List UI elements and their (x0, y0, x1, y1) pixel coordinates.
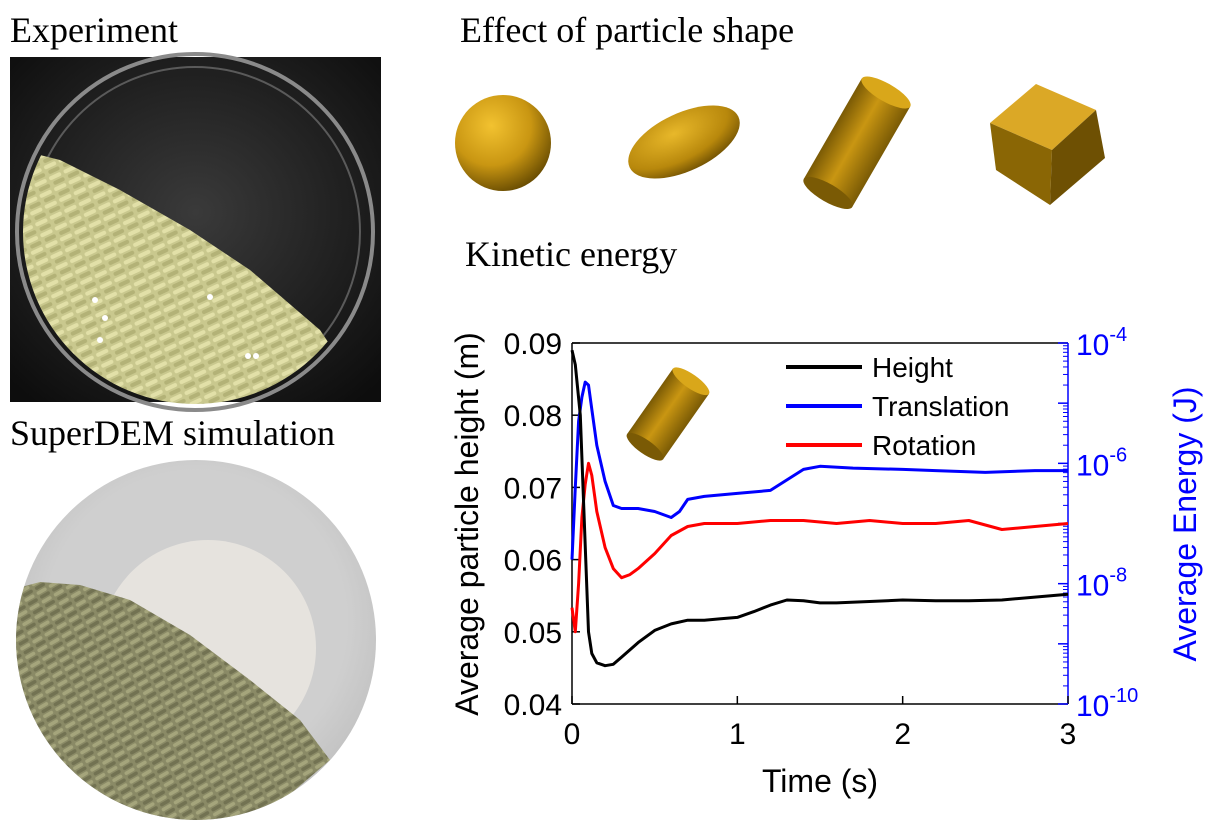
y-right-tick-exp: -10 (1109, 685, 1138, 707)
simulation-title: SuperDEM simulation (10, 413, 335, 453)
legend-height-label: Height (872, 352, 953, 383)
sphere-shape (455, 95, 551, 191)
inset-cylinder-shape (626, 367, 710, 461)
y-right-tick-exp: -6 (1109, 444, 1127, 466)
chart: 0 1 2 30.040.050.060.070.080.09 10-410-610-8… (449, 324, 1203, 799)
y-right-tick-base: 10 (1076, 449, 1109, 482)
y-right-tick-base: 10 (1076, 690, 1109, 723)
x-tick-label: 1 (729, 718, 746, 751)
y-right-tick-exp: -4 (1109, 324, 1127, 346)
y-right-tick-label: 10-6 (1076, 444, 1127, 482)
particle-shapes (455, 76, 1105, 209)
ellipsoid-shape (628, 105, 740, 179)
cylinder-shape (803, 76, 911, 209)
y-tick-label: 0.05 (504, 617, 562, 650)
y-right-tick-label: 10-8 (1076, 565, 1127, 603)
series-translation-line (570, 380, 1068, 560)
y-right-tick-base: 10 (1076, 329, 1109, 362)
y-right-tick-label: 10-4 (1076, 324, 1127, 362)
shape-effect-title: Effect of particle shape (460, 10, 795, 50)
x-axis-label: Time (s) (762, 763, 878, 799)
y-tick-label: 0.06 (504, 545, 562, 578)
y-axis-label: Average particle height (m) (449, 332, 485, 716)
legend-translation-label: Translation (872, 391, 1009, 422)
series-layer (570, 349, 1069, 668)
y-tick-label: 0.07 (504, 472, 562, 505)
legend-rotation-label: Rotation (872, 430, 976, 461)
y-right-tick-label: 10-10 (1076, 685, 1138, 723)
axis-ticks: 0 1 2 30.040.050.060.070.080.09 10-410-610-8… (504, 324, 1139, 751)
y-right-axis-label: Average Energy (J) (1167, 386, 1203, 661)
experiment-photo (10, 52, 381, 412)
series-height-line (570, 349, 1069, 668)
y-tick-label: 0.04 (504, 689, 562, 722)
y-right-tick-exp: -8 (1109, 565, 1127, 587)
x-tick-label: 3 (1060, 718, 1077, 751)
y-tick-label: 0.08 (504, 400, 562, 433)
x-tick-label: 0 (564, 718, 581, 751)
cube-shape (990, 84, 1105, 205)
y-right-tick-base: 10 (1076, 570, 1109, 603)
experiment-title: Experiment (10, 10, 178, 50)
y-tick-label: 0.09 (504, 328, 562, 361)
x-tick-label: 2 (894, 718, 911, 751)
kinetic-energy-title: Kinetic energy (465, 234, 678, 274)
legend: Height Translation Rotation (786, 352, 1009, 461)
series-rotation-line (570, 461, 1069, 634)
simulation-render (16, 460, 376, 820)
